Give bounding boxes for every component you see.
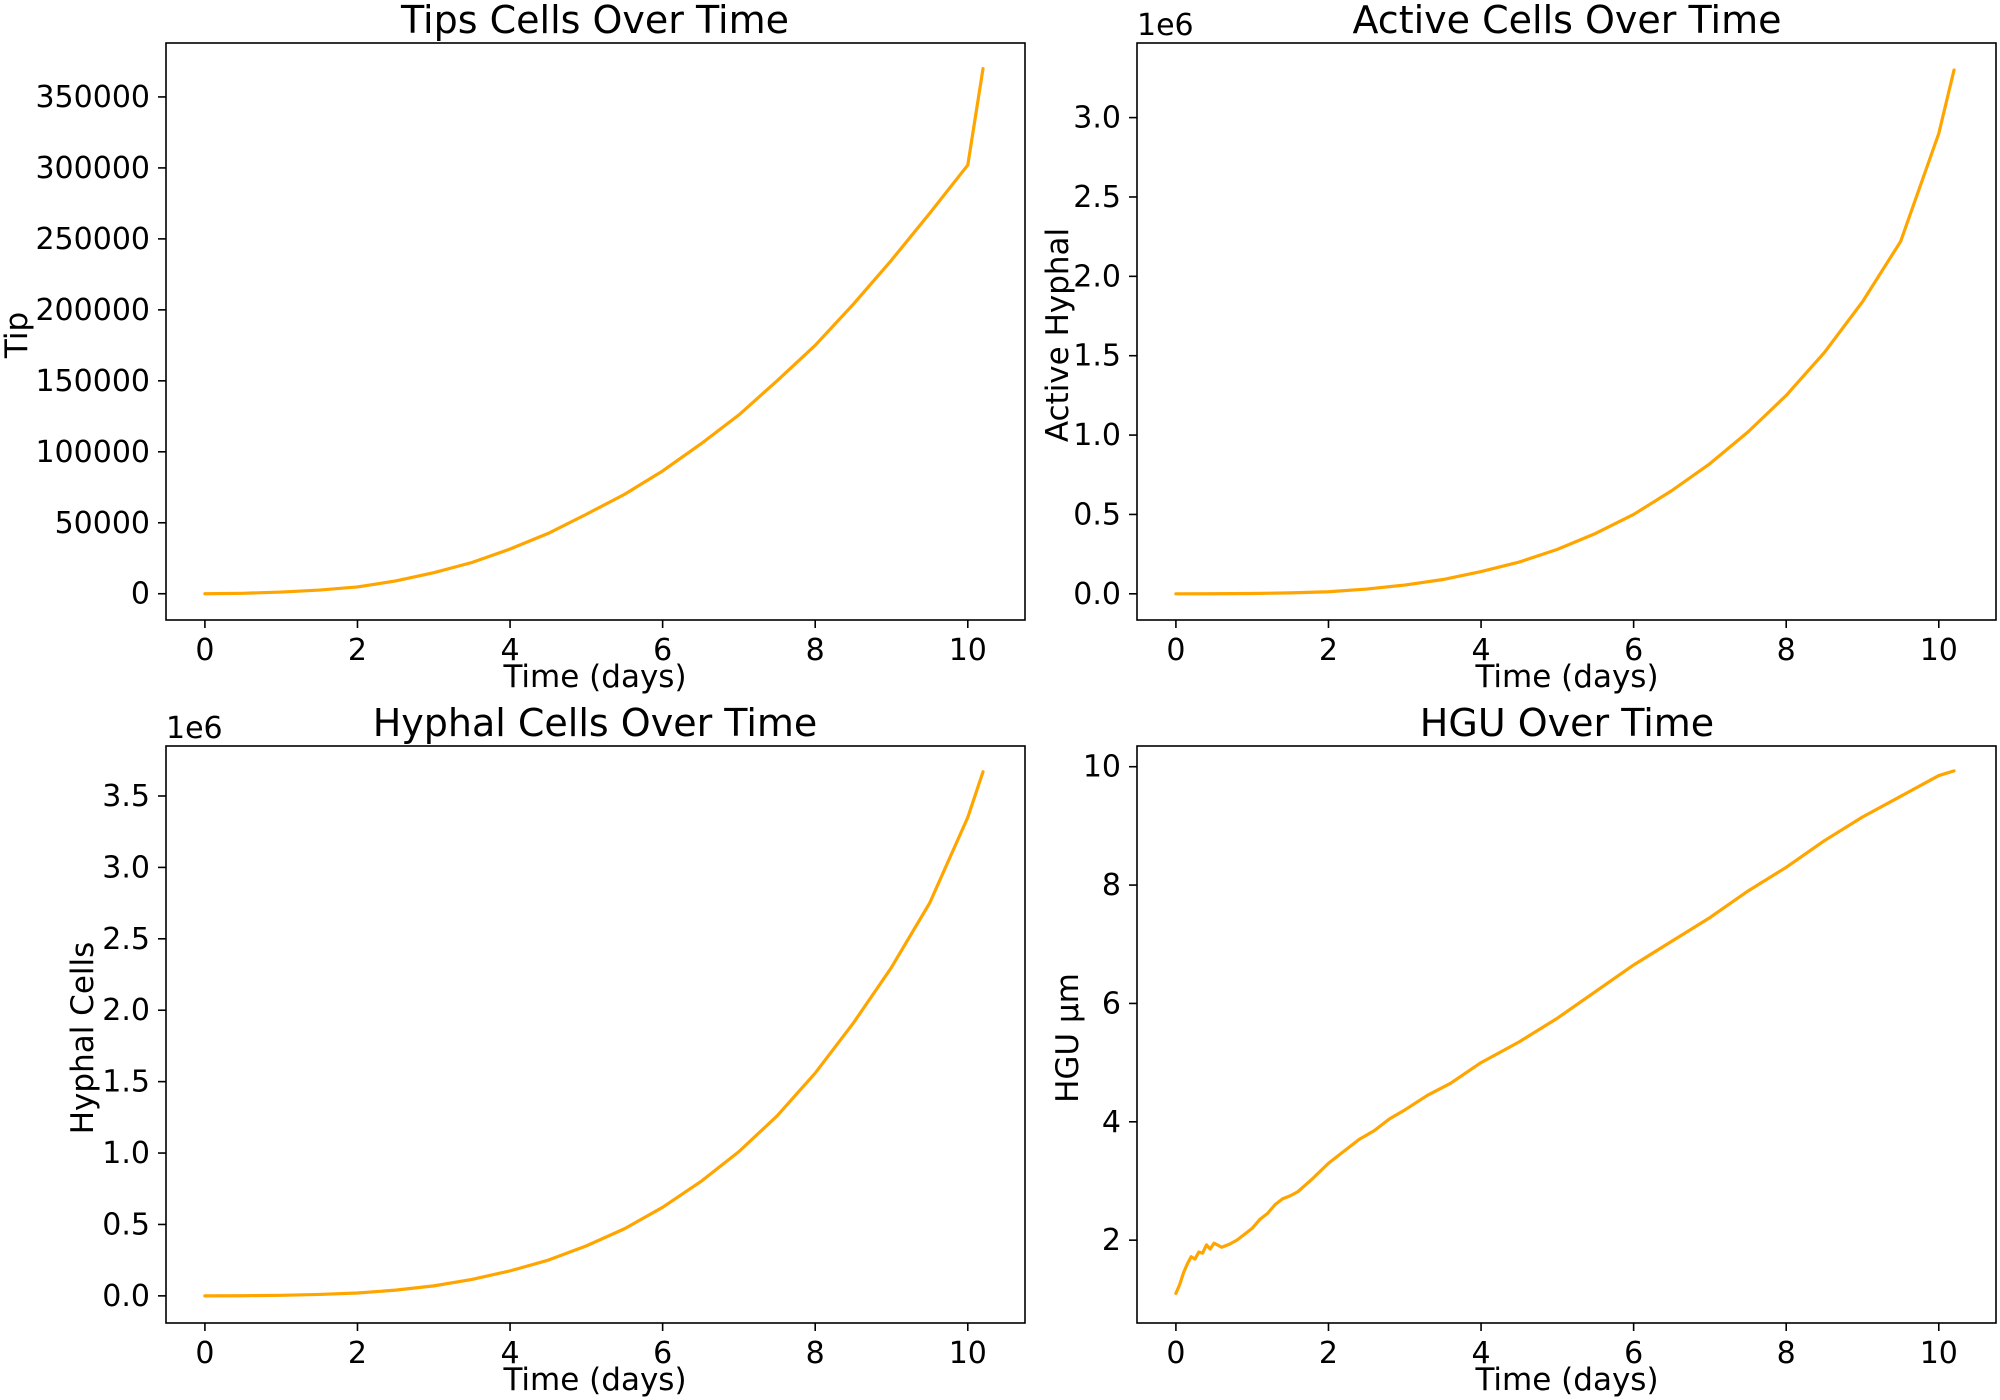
y-axis-label: Tip (0, 312, 35, 359)
y-tick-label: 1.0 (1073, 418, 1121, 453)
y-tick-label: 0.0 (102, 1279, 150, 1314)
y-tick-label: 1.0 (102, 1136, 150, 1171)
x-tick-label: 0 (1166, 1336, 1185, 1371)
plot-frame (1136, 42, 1997, 621)
y-tick-label: 200000 (35, 293, 150, 328)
y-axis-label: Hyphal Cells (65, 942, 101, 1135)
x-tick-label: 6 (653, 1336, 672, 1371)
x-tick-label: 0 (1166, 633, 1185, 668)
x-tick-label: 2 (348, 1336, 367, 1371)
x-tick-label: 8 (1777, 633, 1796, 668)
y-tick-label: 2.5 (1073, 180, 1121, 215)
x-tick-label: 10 (949, 633, 987, 668)
subplot-tips-cells: Tips Cells Over Time Time (days) Tip 0 2 4… (0, 0, 1026, 695)
y-tick-label: 2.5 (102, 922, 150, 957)
y-axis-label: HGU µm (1050, 973, 1086, 1103)
plot-area: 0 2 4 6 8 10 0 50000 100000 150000 200000 250000 300… (35, 42, 1026, 668)
y-axis-offset-label: 1e6 (166, 711, 223, 746)
x-tick-label: 2 (1319, 633, 1338, 668)
series-line (1174, 68, 1956, 596)
chart-title: HGU Over Time (1420, 701, 1714, 745)
x-tick-label: 4 (1472, 1336, 1491, 1371)
y-tick-label: 3.0 (102, 850, 150, 885)
chart-title: Tips Cells Over Time (400, 0, 789, 42)
y-axis-label: Active Hyphal (1040, 228, 1076, 442)
x-tick-label: 8 (806, 1336, 825, 1371)
x-tick-label: 0 (195, 633, 214, 668)
x-axis-label: Time (days) (1474, 659, 1658, 695)
y-tick-label: 3.0 (1073, 101, 1121, 136)
y-tick-label: 250000 (35, 222, 150, 257)
x-tick-label: 8 (806, 633, 825, 668)
plot-frame (165, 42, 1026, 621)
y-tick-label: 300000 (35, 151, 150, 186)
chart-title: Active Cells Over Time (1352, 0, 1781, 42)
y-tick-label: 0 (131, 577, 150, 612)
y-tick-label: 0.0 (1073, 577, 1121, 612)
plot-area: 0 2 4 6 8 10 0.0 0.5 1.0 1.5 2.0 2.5 3.0 3.5 (102, 745, 1026, 1371)
plot-area: 0 2 4 6 8 10 2 4 6 8 10 (1083, 745, 1997, 1371)
series-line (203, 770, 985, 1298)
x-axis-label: Time (days) (502, 659, 686, 695)
x-axis-label: Time (days) (502, 1362, 686, 1398)
x-tick-label: 2 (348, 633, 367, 668)
plot-frame (165, 745, 1026, 1324)
chart-title: Hyphal Cells Over Time (373, 701, 818, 745)
x-axis-label: Time (days) (1474, 1362, 1658, 1398)
subplot-active-cells: Active Cells Over Time Time (days) Activ… (1040, 0, 1997, 695)
x-tick-label: 6 (653, 633, 672, 668)
y-tick-label: 2.0 (1073, 259, 1121, 294)
x-tick-label: 8 (1777, 1336, 1796, 1371)
subplot-hgu: HGU Over Time Time (days) HGU µm 0 2 4 6 8 10… (1050, 701, 1997, 1398)
y-tick-label: 0.5 (1073, 497, 1121, 532)
y-tick-label: 50000 (55, 506, 150, 541)
y-tick-label: 100000 (35, 435, 150, 470)
y-tick-label: 8 (1102, 868, 1121, 903)
series-line (1174, 769, 1956, 1296)
y-tick-label: 3.5 (102, 779, 150, 814)
x-tick-label: 10 (1920, 1336, 1958, 1371)
x-tick-label: 0 (195, 1336, 214, 1371)
y-tick-label: 2.0 (102, 993, 150, 1028)
y-tick-label: 1.5 (102, 1065, 150, 1100)
y-axis-offset-label: 1e6 (1137, 8, 1194, 43)
x-tick-label: 4 (501, 633, 520, 668)
y-tick-label: 0.5 (102, 1207, 150, 1242)
subplot-hyphal-cells: Hyphal Cells Over Time Time (days) Hypha… (65, 701, 1026, 1398)
y-tick-label: 150000 (35, 364, 150, 399)
y-tick-label: 10 (1083, 750, 1121, 785)
x-tick-label: 10 (949, 1336, 987, 1371)
x-tick-label: 4 (501, 1336, 520, 1371)
x-tick-label: 2 (1319, 1336, 1338, 1371)
plot-frame (1136, 745, 1997, 1324)
y-tick-label: 2 (1102, 1223, 1121, 1258)
x-tick-label: 4 (1472, 633, 1491, 668)
y-tick-label: 6 (1102, 986, 1121, 1021)
y-tick-label: 1.5 (1073, 339, 1121, 374)
series-line (203, 66, 985, 596)
x-tick-label: 6 (1624, 633, 1643, 668)
x-tick-label: 10 (1920, 633, 1958, 668)
y-tick-label: 4 (1102, 1105, 1121, 1140)
y-tick-label: 350000 (35, 80, 150, 115)
plot-area: 0 2 4 6 8 10 0.0 0.5 1.0 1.5 2.0 2.5 3.0 (1073, 42, 1997, 668)
x-tick-label: 6 (1624, 1336, 1643, 1371)
